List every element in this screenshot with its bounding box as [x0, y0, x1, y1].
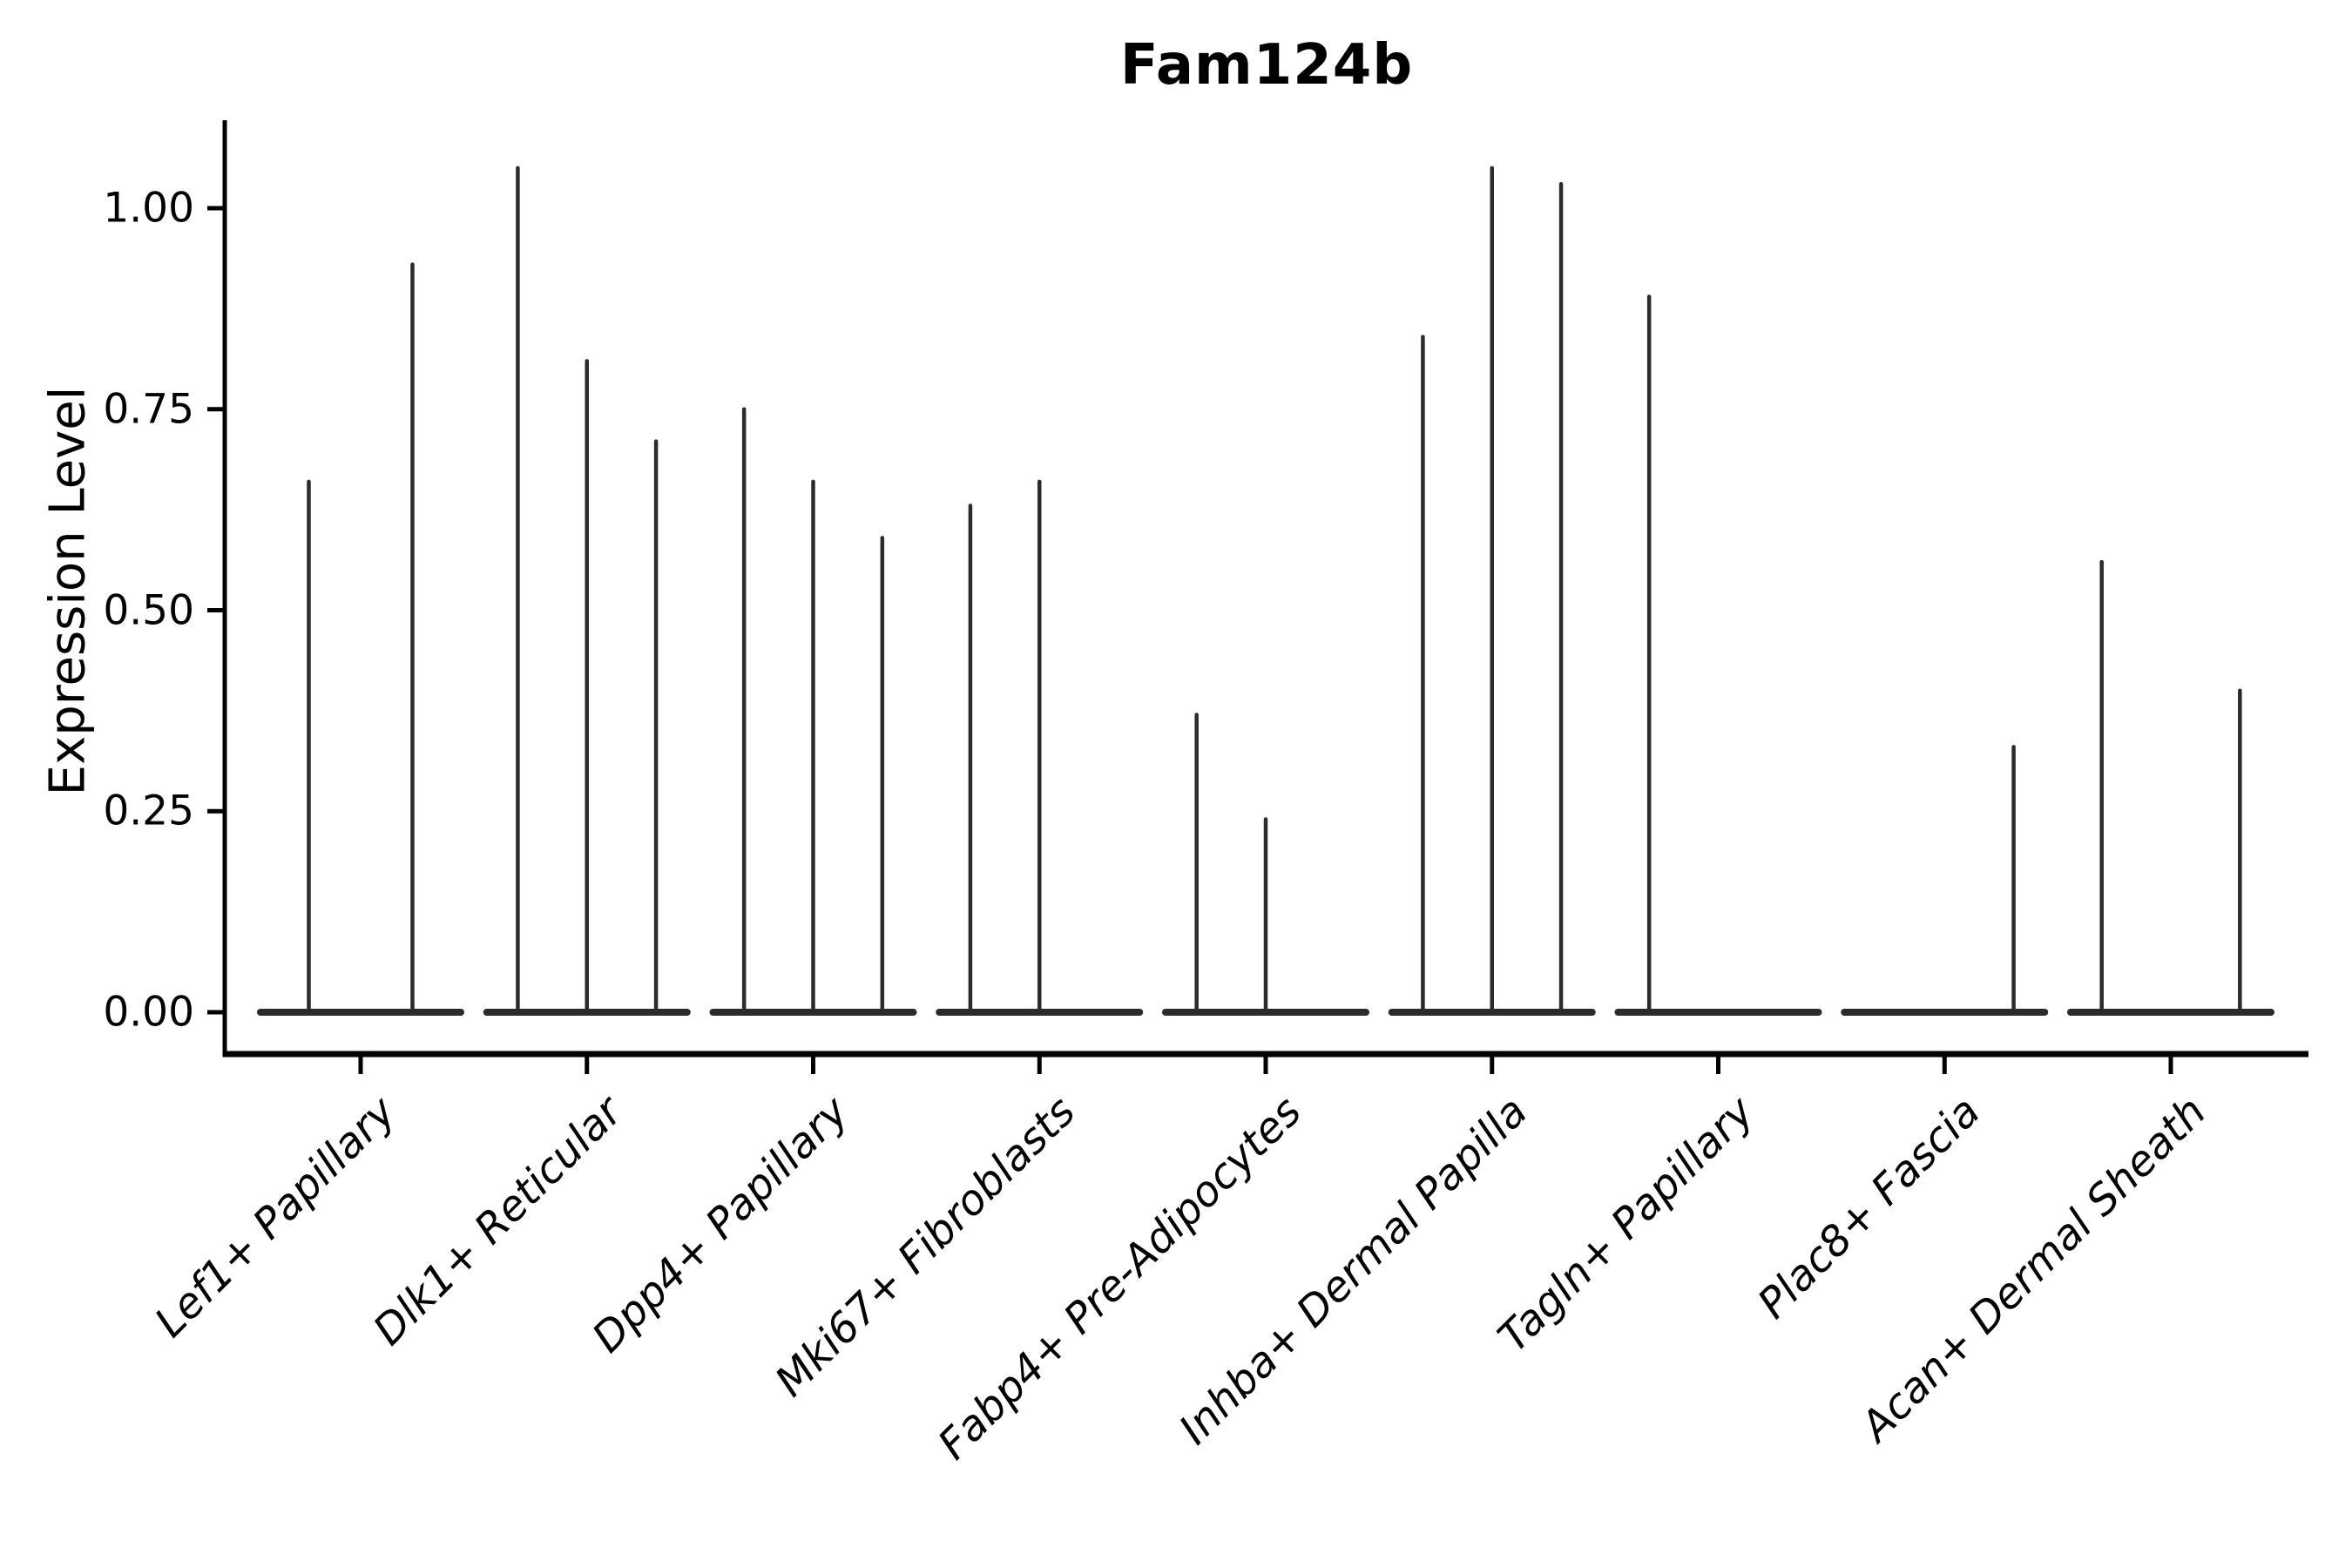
y-tick-label: 1.00: [103, 184, 194, 233]
y-tick-label: 0.50: [103, 586, 194, 634]
violin-base: [257, 1009, 464, 1016]
y-tick-label: 0.75: [103, 385, 194, 434]
plot-title: Fam124b: [1119, 33, 1414, 98]
violin-base: [2067, 1009, 2274, 1016]
y-tick-label: 0.25: [103, 787, 194, 835]
violin-base: [1614, 1009, 1822, 1016]
y-tick-label: 0.00: [103, 988, 194, 1037]
violin-base: [1841, 1009, 2049, 1016]
